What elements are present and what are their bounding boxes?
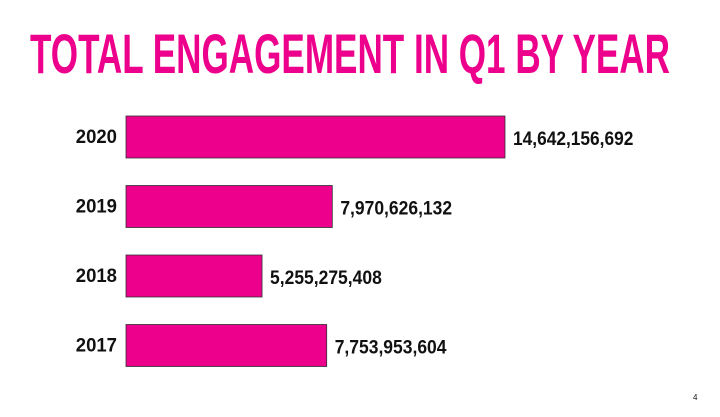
bar <box>125 324 328 367</box>
bar <box>125 254 263 298</box>
y-tick-label: 2018 <box>76 266 117 287</box>
value-label: 5,255,275,408 <box>270 268 382 289</box>
chart-title: TOTAL ENGAGEMENT IN Q1 BY YEAR <box>30 22 670 85</box>
value-label: 14,642,156,692 <box>513 129 633 150</box>
page-number: 4 <box>693 393 698 402</box>
value-label: 7,753,953,604 <box>335 338 447 359</box>
bar <box>125 115 506 159</box>
bar <box>125 185 333 228</box>
value-label: 7,970,626,132 <box>340 199 452 220</box>
y-tick-label: 2017 <box>76 336 117 357</box>
y-tick-label: 2020 <box>76 127 117 148</box>
y-tick-label: 2019 <box>76 197 117 218</box>
